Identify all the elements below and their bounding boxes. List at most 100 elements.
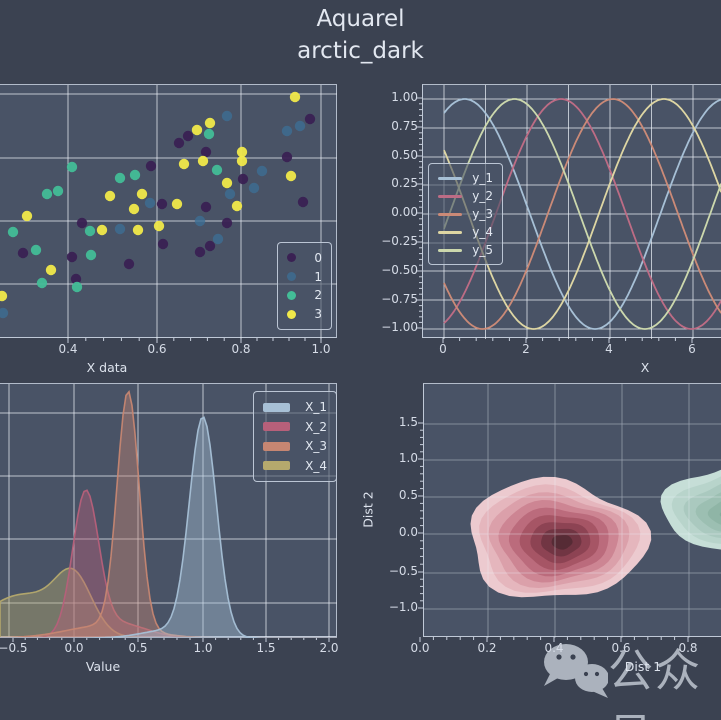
scatter-point-class-2 <box>114 172 126 184</box>
line-marker-icon <box>438 194 463 198</box>
contour-xlabel: Dist 1 <box>624 659 662 674</box>
scatter-point-class-2 <box>85 249 97 261</box>
contour-y-tick-label: −0.5 <box>388 564 418 578</box>
scatter-point-class-3 <box>285 170 297 182</box>
scatter-point-class-3 <box>171 198 183 210</box>
scatter-legend-item: 0 <box>287 251 322 265</box>
legend-item-label: y_1 <box>472 171 493 185</box>
scatter-point-class-3 <box>96 224 108 236</box>
lines-y-tick-label: −1.00 <box>381 320 418 334</box>
scatter-x-tick-label: 0.4 <box>58 342 78 356</box>
dot-marker-icon <box>287 309 296 319</box>
contour-y-tick-label: −1.0 <box>388 600 418 614</box>
lines-y-tick-label: 0.50 <box>391 148 418 162</box>
lines-y-tick-label: 0.00 <box>391 205 418 219</box>
scatter-point-class-0 <box>221 217 233 229</box>
scatter-point-class-0 <box>237 173 249 185</box>
scatter-point-class-0 <box>156 198 168 210</box>
scatter-point-class-0 <box>200 146 212 158</box>
lines-legend-item: y_2 <box>438 189 493 203</box>
kde-legend: X_1 X_2 X_3 X_4 <box>253 391 337 482</box>
kde-x-tick-label: 1.5 <box>256 641 276 655</box>
scatter-point-class-3 <box>191 124 203 136</box>
scatter-point-class-3 <box>45 264 57 276</box>
line-series-y_3 <box>443 98 721 330</box>
lines-y-tick-label: 0.75 <box>391 119 418 133</box>
lines-legend-item: y_4 <box>438 225 493 239</box>
scatter-point-class-1 <box>294 120 306 132</box>
legend-item-label: y_3 <box>472 207 493 221</box>
kde-x-tick-label: 0.5 <box>128 641 148 655</box>
scatter-point-class-3 <box>204 117 216 129</box>
scatter-point-class-3 <box>21 210 33 222</box>
legend-item-label: 2 <box>314 288 322 303</box>
gridlines <box>424 384 721 638</box>
subplot-contour <box>423 383 721 638</box>
contour-x-tick-label: 0.4 <box>544 641 564 655</box>
lines-legend-item: y_3 <box>438 207 493 221</box>
scatter-point-class-3 <box>104 190 116 202</box>
scatter-x-tick-label: 0.8 <box>231 342 251 356</box>
legend-item-label: X_2 <box>305 419 327 434</box>
figure-title-line2: arctic_dark <box>297 38 424 64</box>
dot-marker-icon <box>287 290 296 300</box>
kde-x-tick-label: 2.0 <box>319 641 339 655</box>
contour-x-tick-label: 0.0 <box>410 641 430 655</box>
scatter-point-class-1 <box>144 197 156 209</box>
scatter-point-class-0 <box>145 160 157 172</box>
contour-level-dist-red <box>551 535 573 550</box>
scatter-point-class-3 <box>197 155 209 167</box>
scatter-legend: 0 1 2 3 <box>277 242 332 330</box>
kde-legend-item: X_2 <box>263 420 327 434</box>
contour-x-tick-label: 0.6 <box>611 641 631 655</box>
scatter-points <box>0 91 316 319</box>
lines-legend-item: y_1 <box>438 171 493 185</box>
scatter-point-class-0 <box>304 113 316 125</box>
contour-y-tick-label: 0.0 <box>398 525 418 539</box>
contour-level-dist-teal <box>707 501 721 525</box>
scatter-point-class-3 <box>236 146 248 158</box>
scatter-point-class-2 <box>203 128 215 140</box>
watermark-text: 公众号 <box>608 644 703 720</box>
scatter-point-class-0 <box>182 130 194 142</box>
scatter-point-class-0 <box>200 201 212 213</box>
scatter-point-class-1 <box>212 233 224 245</box>
scatter-point-class-0 <box>281 151 293 163</box>
contour-ylabel: Dist 2 <box>360 491 376 528</box>
watermark: 公众号 <box>528 632 721 720</box>
scatter-point-class-0 <box>123 258 135 270</box>
contour-x-tick-label: 0.2 <box>477 641 497 655</box>
scatter-point-class-2 <box>30 244 42 256</box>
scatter-x-tick-label: 0.6 <box>147 342 167 356</box>
contour-plot-area <box>424 384 721 638</box>
scatter-point-class-3 <box>178 158 190 170</box>
scatter-point-class-1 <box>221 110 233 122</box>
scatter-point-class-2 <box>41 188 53 200</box>
kde-legend-item: X_1 <box>263 400 327 414</box>
kde-area-X_3 <box>0 390 337 638</box>
contour-x-tick-label: 0.8 <box>678 641 698 655</box>
patch-marker-icon <box>263 461 290 471</box>
scatter-point-class-3 <box>231 200 243 212</box>
scatter-point-class-0 <box>70 273 82 285</box>
lines-x-tick-label: 6 <box>688 342 696 356</box>
subplot-lines <box>422 84 721 339</box>
scatter-point-class-3 <box>289 91 301 103</box>
scatter-point-class-1 <box>114 223 126 235</box>
lines-y-tick-label: −0.50 <box>381 263 418 277</box>
line-series-y_5 <box>443 98 721 330</box>
line-marker-icon <box>438 248 463 252</box>
kde-x-tick-label: 1.0 <box>193 641 213 655</box>
scatter-legend-item: 3 <box>287 307 322 321</box>
patch-marker-icon <box>263 402 290 412</box>
scatter-legend-item: 1 <box>287 270 322 284</box>
lines-x-tick-label: 0 <box>439 342 447 356</box>
scatter-point-class-2 <box>129 169 141 181</box>
kde-area-X_4 <box>0 567 337 638</box>
lines-y-tick-label: −0.25 <box>381 234 418 248</box>
dot-marker-icon <box>287 253 296 263</box>
lines-xlabel: X <box>640 360 650 375</box>
scatter-point-class-2 <box>66 161 78 173</box>
lines-x-tick-label: 4 <box>605 342 613 356</box>
